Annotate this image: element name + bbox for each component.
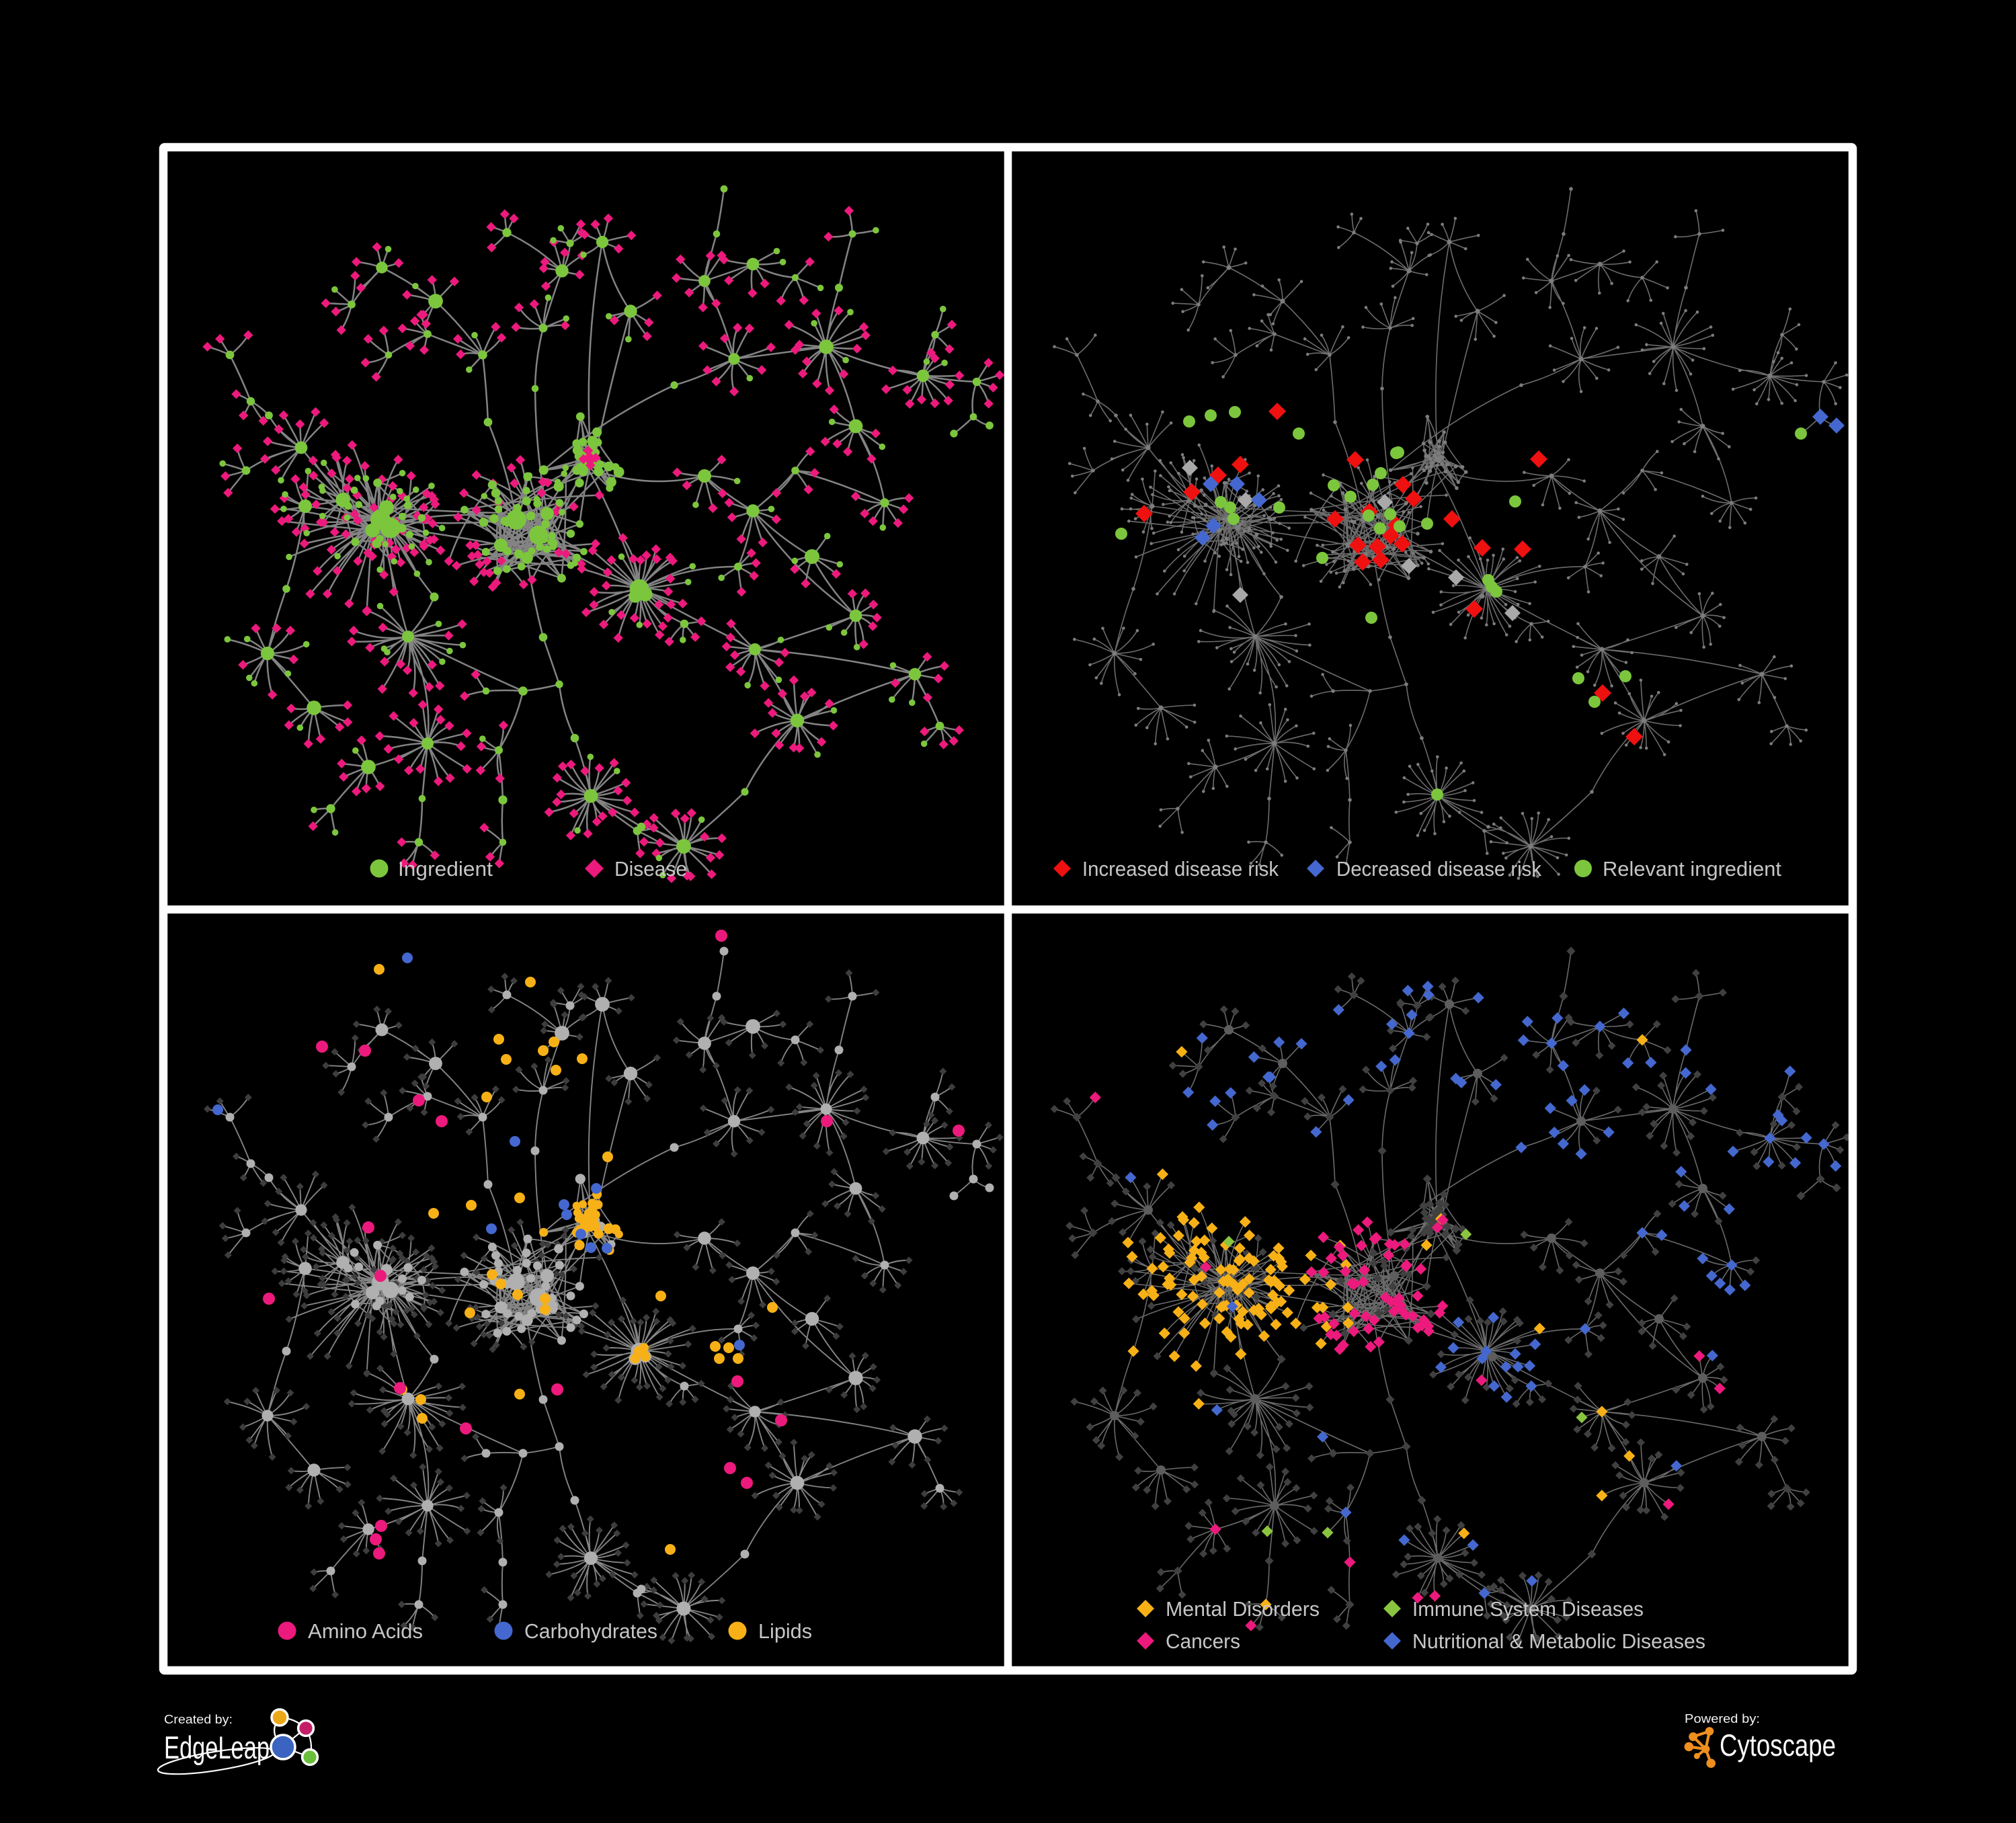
svg-text:Nutritional & Metabolic Diseas: Nutritional & Metabolic Diseases: [1412, 1629, 1705, 1653]
svg-text:Amino Acids: Amino Acids: [308, 1619, 423, 1643]
svg-text:Relevant ingredient: Relevant ingredient: [1603, 857, 1781, 881]
svg-text:Carbohydrates: Carbohydrates: [524, 1619, 657, 1643]
svg-text:Powered by:: Powered by:: [1685, 1712, 1760, 1726]
svg-text:Created by:: Created by:: [164, 1713, 233, 1726]
svg-text:Immune System Diseases: Immune System Diseases: [1412, 1597, 1644, 1621]
svg-text:Increased disease risk: Increased disease risk: [1082, 857, 1279, 881]
svg-text:Cancers: Cancers: [1166, 1629, 1240, 1653]
svg-text:Ingredient: Ingredient: [398, 857, 493, 881]
svg-text:Lipids: Lipids: [758, 1619, 812, 1643]
svg-text:Disease: Disease: [614, 857, 687, 881]
svg-text:Mental Disorders: Mental Disorders: [1166, 1597, 1320, 1621]
svg-text:Decreased disease risk: Decreased disease risk: [1336, 857, 1541, 881]
svg-text:Cytoscape: Cytoscape: [1720, 1728, 1836, 1763]
